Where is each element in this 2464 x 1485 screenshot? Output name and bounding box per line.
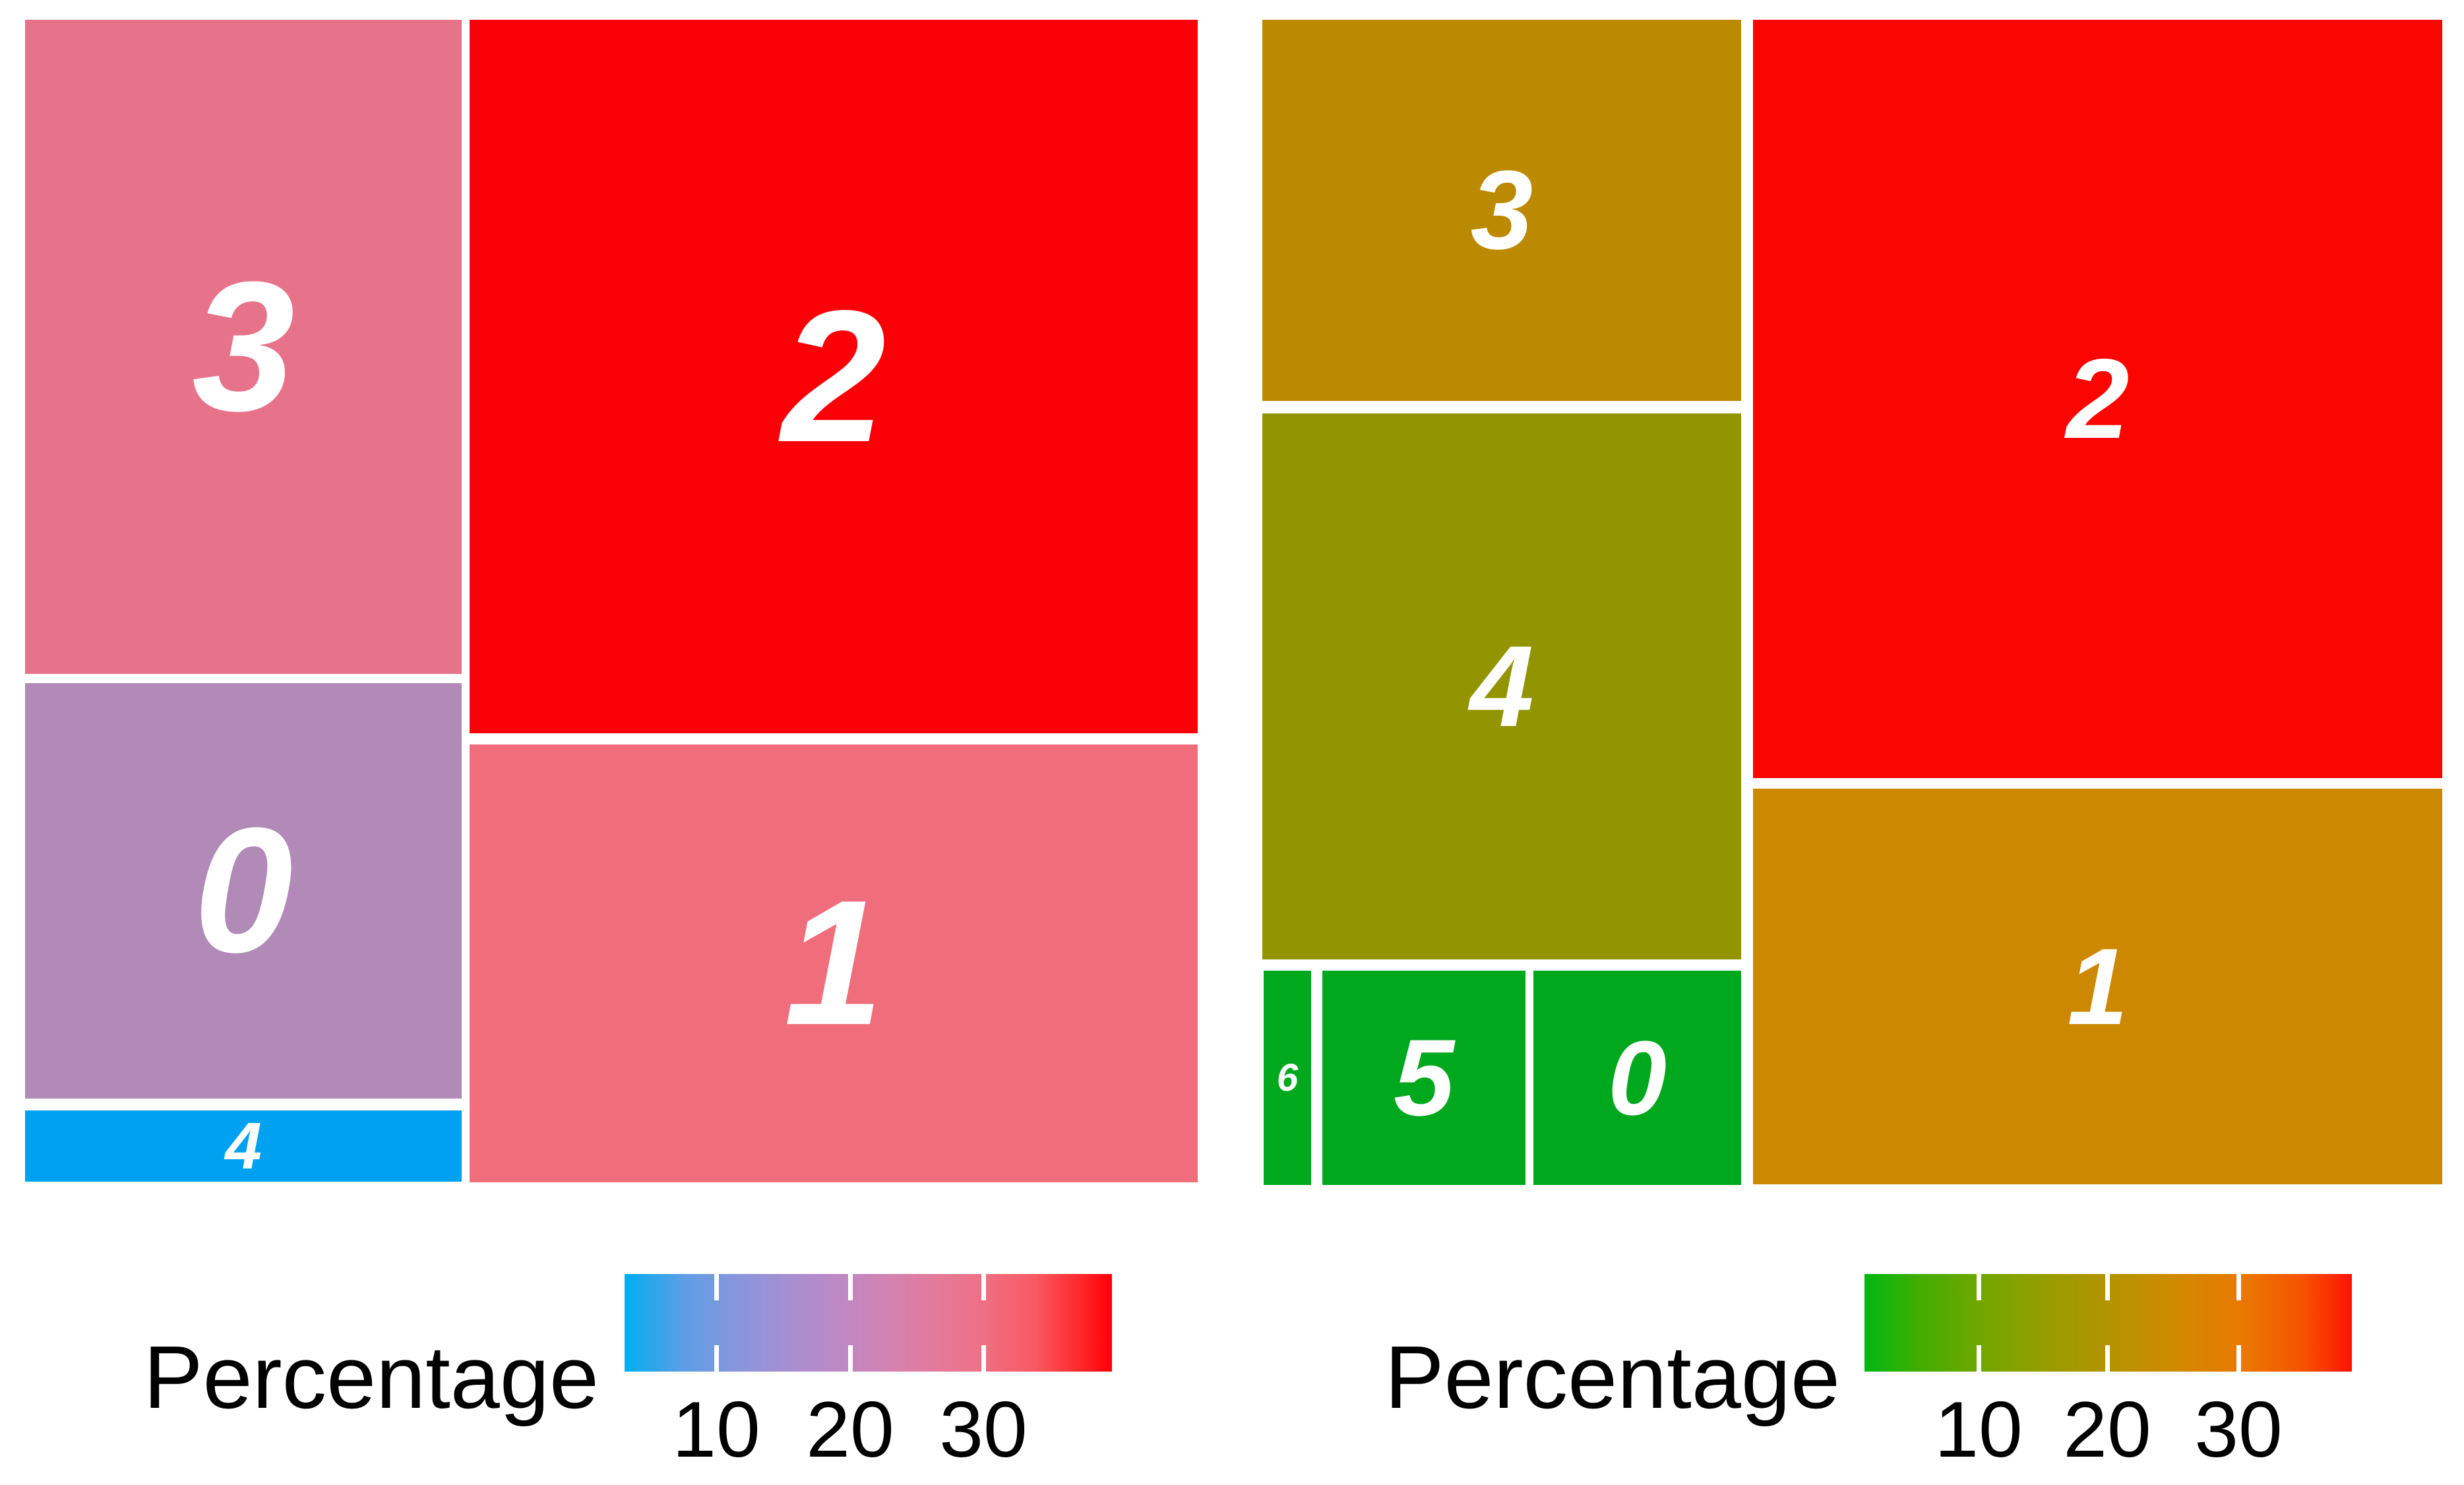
- treemap-tile-a-1: 1: [470, 744, 1198, 1182]
- tile-label: 0: [193, 791, 293, 990]
- legend-tick-top: [2105, 1274, 2110, 1300]
- tile-label: 5: [1394, 1017, 1454, 1138]
- legend-tick-top: [1977, 1274, 1981, 1300]
- tile-label: 3: [1470, 148, 1533, 273]
- legend-gradient-bar: [625, 1274, 1112, 1372]
- legend-tick-label: 10: [672, 1385, 760, 1474]
- legend-tick-bottom: [981, 1345, 986, 1372]
- treemap-tile-b-4: 4: [1262, 413, 1741, 959]
- legend-tick-top: [714, 1274, 719, 1300]
- tile-label: 2: [2066, 336, 2130, 462]
- legend-tick-bottom: [2105, 1345, 2110, 1372]
- tile-label: 1: [2067, 925, 2128, 1047]
- legend-tick-top: [2236, 1274, 2241, 1300]
- treemap-tile-a-0: 0: [25, 683, 462, 1099]
- legend-tick-label: 20: [2063, 1385, 2151, 1474]
- legend-tick-top: [981, 1274, 986, 1300]
- treemap-tile-b-1: 1: [1753, 789, 2442, 1184]
- tile-label: 4: [1469, 622, 1534, 751]
- tile-label: 4: [225, 1109, 262, 1183]
- legend-tick-bottom: [2236, 1345, 2241, 1372]
- treemap-tile-b-3: 3: [1262, 20, 1741, 401]
- legend-tick-bottom: [1977, 1345, 1981, 1372]
- tile-label: 3: [192, 244, 295, 450]
- legend-title: Percentage: [143, 1327, 600, 1427]
- legend-tick-label: 10: [1934, 1385, 2023, 1474]
- legend-tick-top: [848, 1274, 853, 1300]
- treemap-tile-b-5: 5: [1322, 971, 1525, 1185]
- tile-label: 2: [781, 271, 886, 481]
- legend-title: Percentage: [1384, 1327, 1841, 1427]
- tile-label: 0: [1608, 1018, 1667, 1137]
- tile-label: 6: [1276, 1056, 1299, 1099]
- treemap-tile-b-2: 2: [1753, 20, 2442, 778]
- legend-tick-bottom: [848, 1345, 853, 1372]
- legend-tick-label: 20: [806, 1385, 894, 1474]
- treemap-tile-a-4: 4: [25, 1110, 462, 1182]
- legend-tick-bottom: [714, 1345, 719, 1372]
- treemap-tile-b-6: 6: [1264, 971, 1311, 1185]
- legend-tick-label: 30: [939, 1385, 1028, 1474]
- treemap-tile-a-2: 2: [470, 20, 1198, 733]
- tile-label: 1: [784, 864, 884, 1062]
- treemap-tile-a-3: 3: [25, 20, 462, 674]
- treemap-tile-b-0: 0: [1533, 971, 1741, 1185]
- legend-tick-label: 30: [2194, 1385, 2283, 1474]
